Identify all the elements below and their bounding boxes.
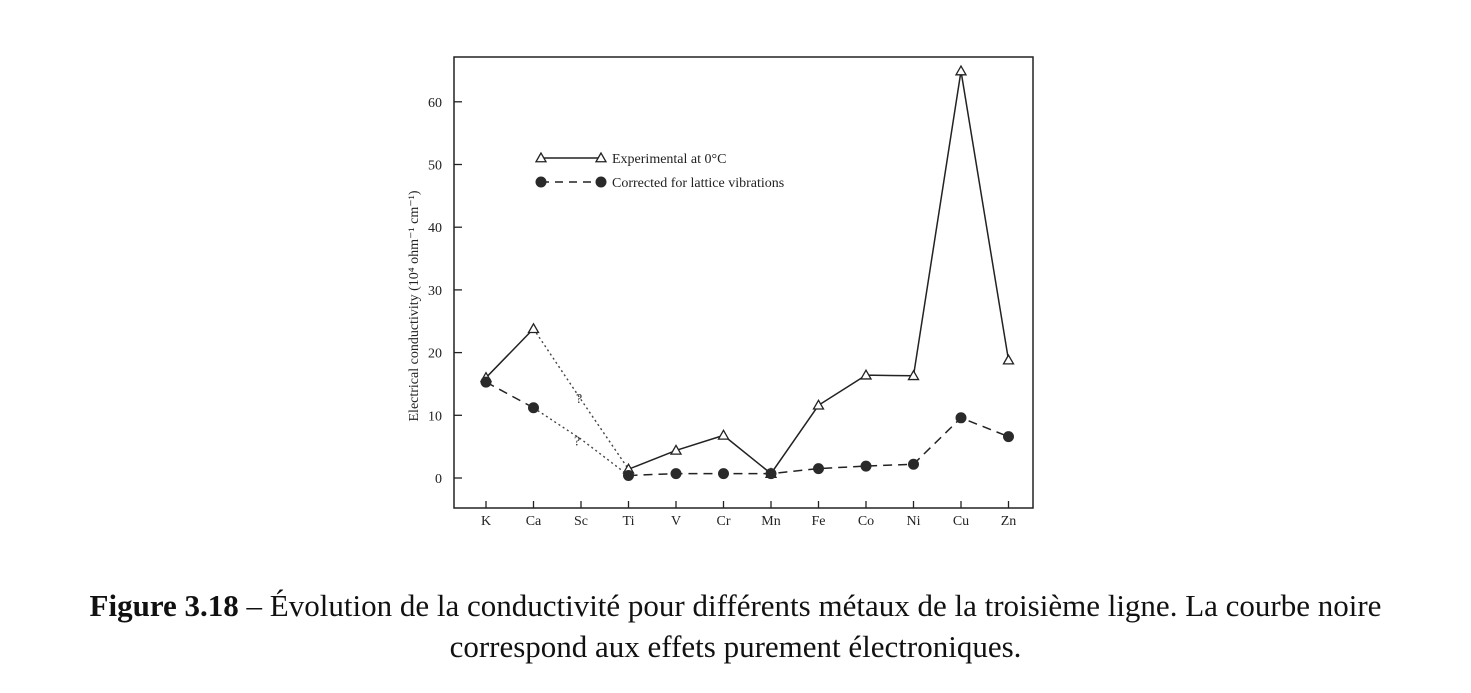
annotations: ?? [574, 392, 582, 450]
x-tick-label: Ca [526, 514, 542, 529]
legend-label: Experimental at 0°C [612, 152, 726, 167]
data-point [1003, 431, 1014, 443]
series-line [628, 416, 1009, 477]
legend-marker [594, 151, 608, 163]
y-axis: 0 10 20 30 40 50 60 [428, 96, 462, 487]
series-experimental [479, 64, 1015, 479]
plot-frame [453, 56, 1034, 509]
legend-label: Corrected for lattice vibrations [612, 176, 784, 191]
x-tick-label: Ti [623, 514, 635, 529]
legend-marker [535, 176, 547, 188]
series-gap-line [532, 328, 630, 470]
x-tick-label: Fe [812, 514, 826, 529]
data-point [480, 376, 492, 388]
annotation-question: ? [574, 434, 580, 449]
caption-label: Figure 3.18 [89, 588, 239, 623]
data-point [1002, 353, 1015, 365]
x-tick-label: V [671, 514, 681, 529]
data-point [765, 468, 777, 480]
data-point [907, 369, 920, 381]
data-point [623, 469, 634, 481]
y-tick-label: 50 [428, 159, 442, 174]
data-point [908, 458, 919, 470]
series-gap-line [533, 407, 629, 477]
y-tick-label: 0 [435, 472, 442, 487]
annotation-question: ? [576, 392, 582, 407]
chart-svg: 0 10 20 30 40 50 60 K Ca Sc Ti V Cr Mn Fe Co Ni Cu Zn Exp… [407, 56, 1034, 529]
x-tick-label: Zn [1001, 514, 1017, 529]
chart: 0 10 20 30 40 50 60 K Ca Sc Ti V Cr Mn Fe Co Ni Cu Zn Exp… [407, 56, 1034, 529]
x-tick-label: Ni [907, 514, 921, 529]
x-tick-label: Cu [953, 514, 969, 529]
x-tick-label: Mn [761, 514, 780, 529]
data-point [860, 460, 872, 472]
y-axis-label: Electrical conductivity (10⁴ ohm⁻¹ cm⁻¹) [407, 190, 422, 421]
data-point [813, 463, 824, 475]
caption-text: – Évolution de la conductivité pour diff… [238, 588, 1382, 664]
series-line [628, 70, 1010, 475]
data-point [955, 412, 967, 424]
data-point [717, 429, 730, 440]
series-line [485, 328, 535, 379]
data-point [718, 468, 729, 480]
legend-marker [534, 151, 548, 163]
y-tick-label: 40 [428, 221, 442, 236]
data-point [670, 468, 682, 480]
data-point [528, 402, 539, 414]
x-tick-label: K [481, 514, 491, 529]
series-layer [479, 64, 1015, 481]
legend-marker [595, 176, 607, 188]
figure-caption: Figure 3.18 – Évolution de la conductivi… [60, 585, 1411, 667]
y-tick-label: 60 [428, 96, 442, 111]
x-tick-label: Co [858, 514, 874, 529]
data-point [859, 368, 873, 380]
series-corrected [480, 376, 1014, 481]
x-axis: K Ca Sc Ti V Cr Mn Fe Co Ni Cu Zn [481, 501, 1016, 529]
x-tick-label: Cr [717, 514, 731, 529]
y-tick-label: 10 [428, 409, 442, 424]
data-point [954, 64, 968, 76]
legend: Experimental at 0°C Corrected for lattice… [534, 151, 784, 191]
x-tick-label: Sc [574, 514, 588, 529]
y-tick-label: 20 [428, 347, 442, 362]
y-tick-label: 30 [428, 284, 442, 299]
series-line [485, 381, 534, 409]
data-point [669, 444, 683, 455]
data-point [812, 398, 825, 410]
data-point [527, 322, 540, 334]
